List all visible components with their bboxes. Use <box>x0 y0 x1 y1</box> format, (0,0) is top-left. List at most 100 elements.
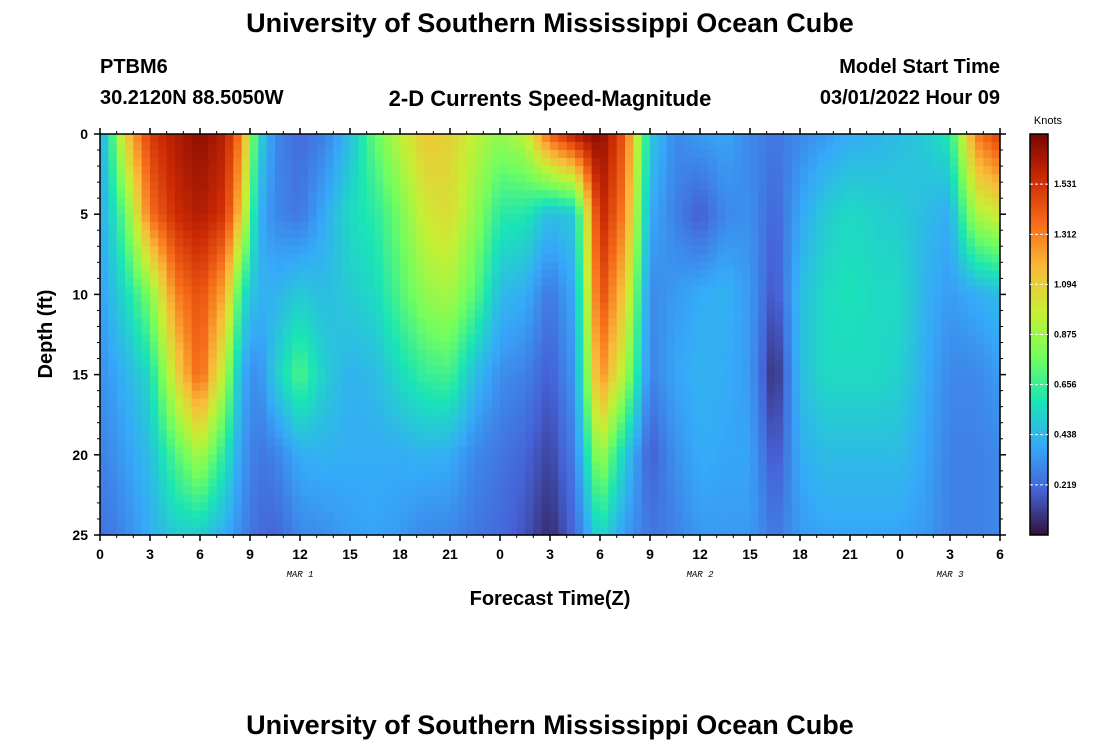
heatmap-cell <box>841 182 851 191</box>
heatmap-cell <box>150 382 159 392</box>
heatmap-cell <box>233 454 243 464</box>
heatmap-cell <box>308 462 318 472</box>
heatmap-cell <box>483 342 493 352</box>
heatmap-cell <box>850 350 859 360</box>
heatmap-cell <box>200 526 209 536</box>
heatmap-cell <box>791 198 801 207</box>
heatmap-cell <box>808 398 818 408</box>
heatmap-cell <box>791 398 801 408</box>
heatmap-cell <box>525 478 534 488</box>
heatmap-cell <box>433 398 443 408</box>
heatmap-cell <box>750 158 759 167</box>
heatmap-cell <box>158 382 168 392</box>
heatmap-cell <box>733 134 743 143</box>
heatmap-cell <box>766 438 776 448</box>
heatmap-cell <box>383 510 393 520</box>
heatmap-cell <box>566 438 576 448</box>
heatmap-cell <box>558 142 568 151</box>
heatmap-cell <box>850 518 859 528</box>
heatmap-cell <box>725 454 734 464</box>
heatmap-cell <box>250 510 259 520</box>
heatmap-cell <box>525 494 534 504</box>
heatmap-cell <box>191 142 201 151</box>
heatmap-cell <box>116 470 126 480</box>
heatmap-cell <box>391 294 401 304</box>
heatmap-cell <box>383 438 393 448</box>
heatmap-cell <box>541 382 551 392</box>
heatmap-cell <box>708 454 718 464</box>
heatmap-cell <box>350 350 359 360</box>
heatmap-cell <box>866 254 876 263</box>
heatmap-cell <box>583 494 593 504</box>
heatmap-cell <box>408 446 418 456</box>
heatmap-cell <box>700 318 709 328</box>
heatmap-cell <box>875 502 884 512</box>
heatmap-cell <box>583 350 593 360</box>
heatmap-cell <box>900 318 909 328</box>
heatmap-cell <box>141 526 151 536</box>
heatmap-cell <box>458 510 468 520</box>
heatmap-cell <box>283 286 293 295</box>
heatmap-cell <box>825 494 834 504</box>
heatmap-cell <box>625 502 634 512</box>
heatmap-cell <box>858 326 868 336</box>
heatmap-cell <box>350 382 359 392</box>
heatmap-cell <box>308 278 318 287</box>
heatmap-cell <box>841 366 851 376</box>
heatmap-cell <box>833 222 843 231</box>
heatmap-cell <box>758 262 768 271</box>
heatmap-cell <box>691 190 701 199</box>
heatmap-cell <box>600 390 609 400</box>
heatmap-cell <box>875 430 884 440</box>
heatmap-cell <box>633 454 643 464</box>
heatmap-cell <box>191 198 201 207</box>
heatmap-cell <box>541 350 551 360</box>
heatmap-cell <box>883 462 893 472</box>
heatmap-cell <box>158 214 168 223</box>
heatmap-cell <box>858 414 868 424</box>
heatmap-cell <box>608 342 618 352</box>
heatmap-cell <box>908 270 918 279</box>
heatmap-cell <box>433 182 443 191</box>
heatmap-cell <box>416 262 426 271</box>
heatmap-cell <box>341 526 351 536</box>
heatmap-cell <box>675 422 684 432</box>
heatmap-cell <box>358 246 368 255</box>
heatmap-cell <box>900 486 909 496</box>
heatmap-cell <box>508 342 518 352</box>
heatmap-cell <box>866 166 876 175</box>
heatmap-cell <box>241 462 251 472</box>
heatmap-cell <box>800 510 809 520</box>
heatmap-cell <box>441 446 451 456</box>
heatmap-cell <box>616 358 626 368</box>
heatmap-cell <box>458 350 468 360</box>
heatmap-cell <box>366 294 376 304</box>
heatmap-cell <box>541 206 551 215</box>
heatmap-cell <box>216 206 226 215</box>
heatmap-cell <box>241 134 251 143</box>
heatmap-cell <box>766 510 776 520</box>
heatmap-cell <box>283 454 293 464</box>
heatmap-cell <box>175 222 184 231</box>
heatmap-cell <box>541 254 551 263</box>
heatmap-cell <box>358 238 368 247</box>
heatmap-cell <box>158 150 168 159</box>
heatmap-cell <box>716 358 726 368</box>
heatmap-cell <box>158 230 168 239</box>
heatmap-cell <box>916 422 926 432</box>
heatmap-cell <box>758 350 768 360</box>
heatmap-cell <box>691 366 701 376</box>
heatmap-cell <box>358 278 368 287</box>
heatmap-cell <box>875 470 884 480</box>
heatmap-cell <box>766 294 776 304</box>
heatmap-cell <box>800 366 809 376</box>
heatmap-cell <box>300 398 309 408</box>
heatmap-cell <box>475 358 484 368</box>
heatmap-cell <box>450 238 459 247</box>
heatmap-cell <box>108 510 118 520</box>
heatmap-cell <box>450 374 459 384</box>
heatmap-cell <box>541 326 551 336</box>
heatmap-cell <box>100 438 109 448</box>
heatmap-cell <box>650 406 659 416</box>
heatmap-cell <box>341 430 351 440</box>
